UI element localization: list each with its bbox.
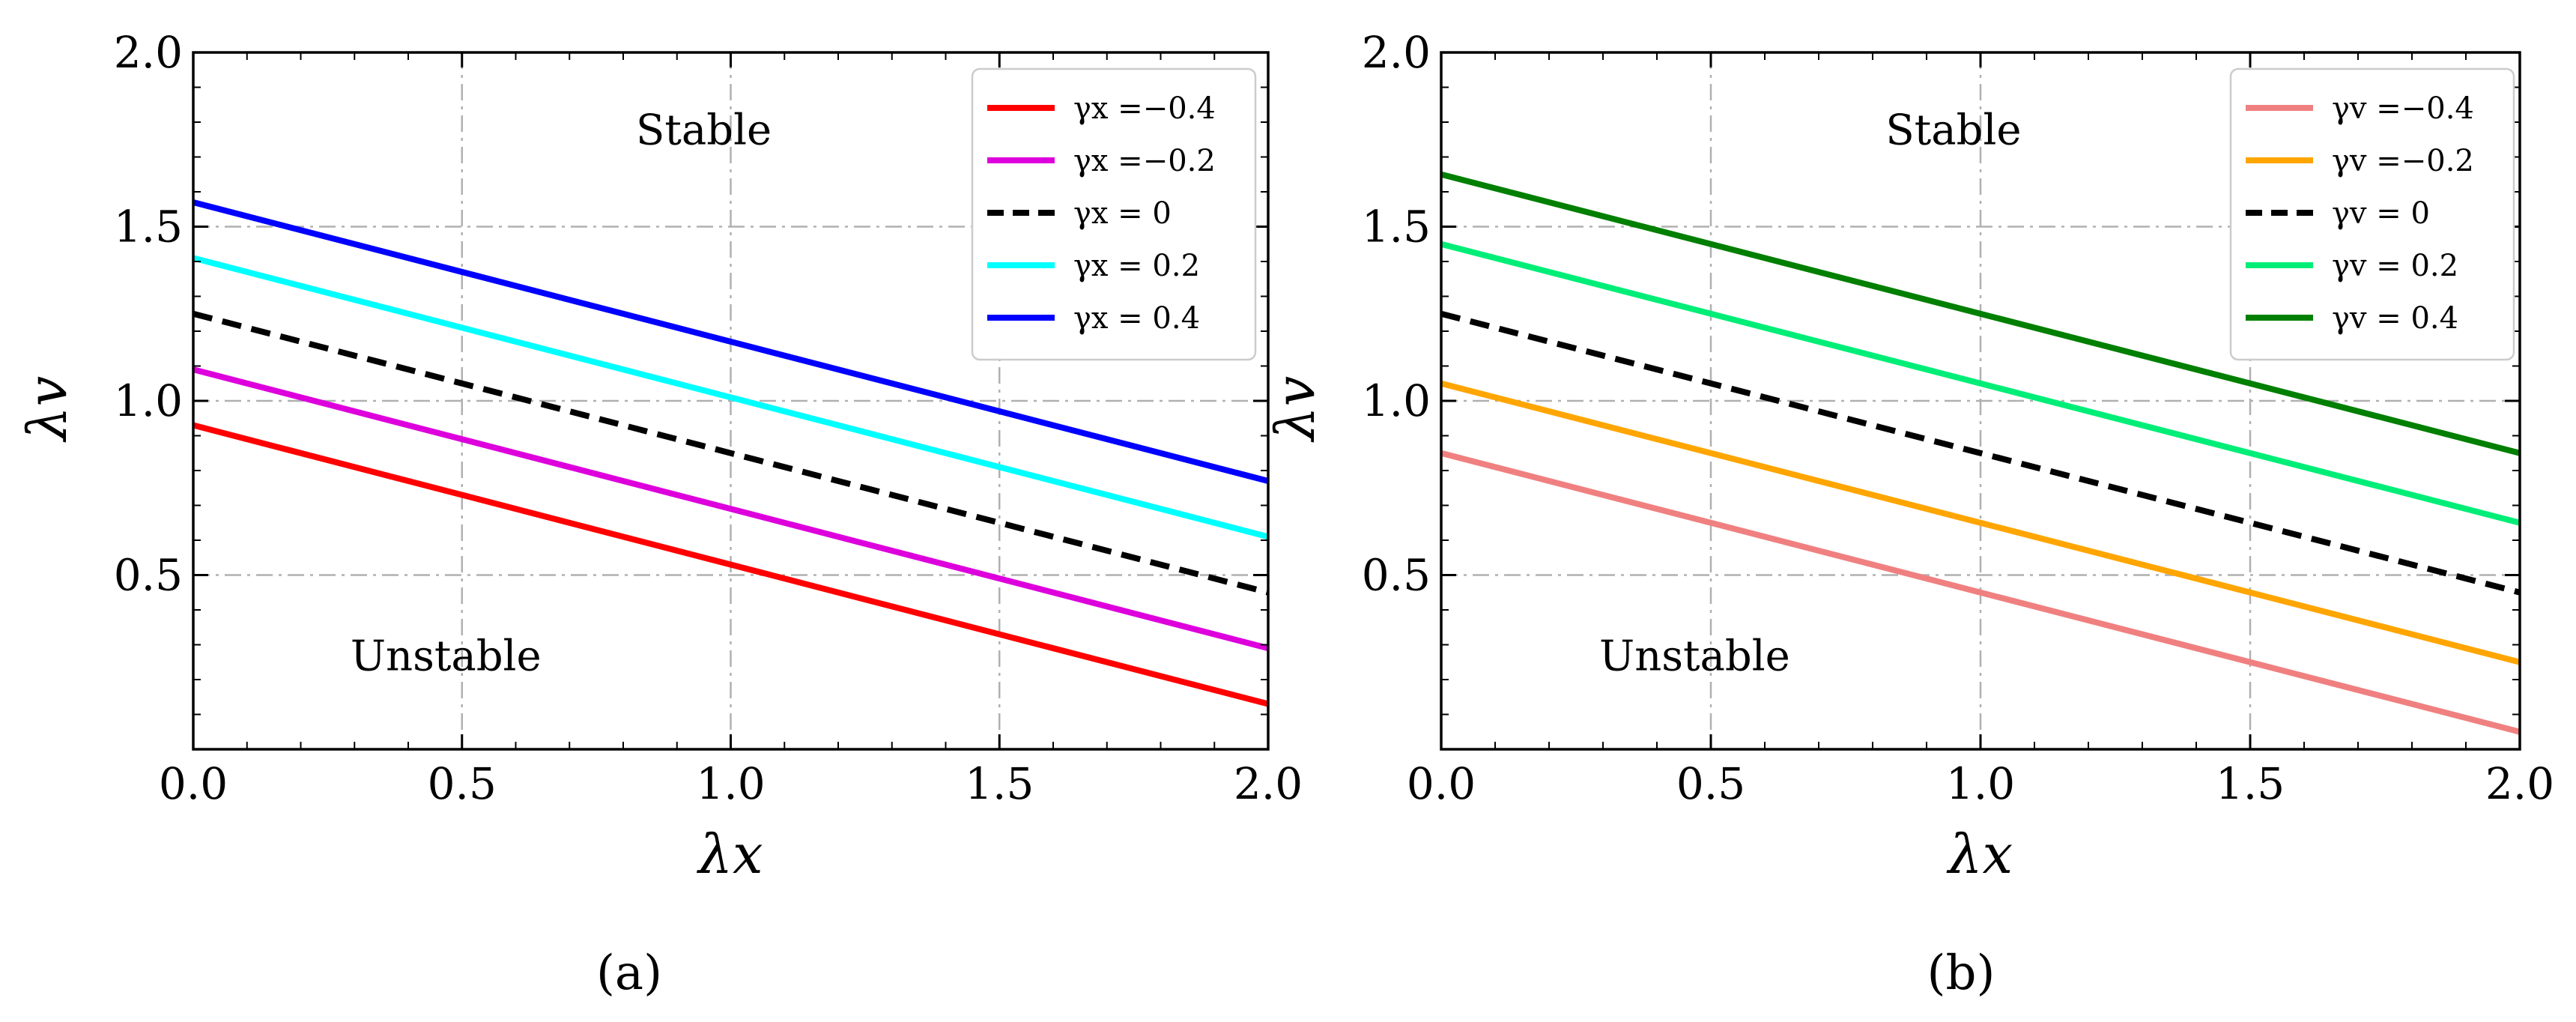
series-line — [1440, 450, 2521, 735]
x-tick-label: 1.0 — [1946, 758, 2015, 809]
y-tick-label: 1.0 — [1362, 375, 1431, 426]
series-line — [1440, 171, 2521, 456]
x-tick-label: 2.0 — [1234, 758, 1303, 809]
y-tick-label: 2.0 — [1362, 27, 1431, 78]
x-tick-label: 2.0 — [2485, 758, 2554, 809]
legend-label: γx = 0 — [1073, 196, 1172, 231]
region-label: Stable — [1885, 106, 2021, 154]
x-tick-label: 0.0 — [159, 758, 228, 809]
legend-label: γv = 0.2 — [2332, 249, 2458, 283]
x-axis-label: λx — [1946, 823, 2013, 886]
region-label: Stable — [636, 106, 772, 154]
chart-panel-b: 0.0 0.5 1.0 1.5 2.0 0.5 1.0 1.5 2.0 λx λv Stable Uns… — [1264, 27, 2554, 886]
y-tick-label: 1.0 — [114, 375, 183, 426]
chart-panel-a: 0.0 0.5 1.0 1.5 2.0 0.5 1.0 1.5 2.0 λx λv Stable Uns… — [16, 27, 1303, 886]
legend-label: γv = 0.4 — [2332, 301, 2458, 336]
series-line — [192, 310, 1270, 596]
series-line — [192, 255, 1270, 540]
legend-box — [971, 67, 1257, 361]
region-label: Unstable — [351, 632, 542, 680]
legend-label: γx =−0.2 — [1073, 144, 1216, 178]
legend-label: γx =−0.4 — [1073, 91, 1216, 126]
legend-label: γv = 0 — [2332, 196, 2430, 231]
legend-label: γv =−0.2 — [2332, 144, 2474, 178]
series-line — [1440, 241, 2521, 526]
y-tick-label: 1.5 — [1362, 202, 1431, 253]
series-line — [1440, 310, 2521, 596]
y-tick-label: 0.5 — [1362, 550, 1431, 601]
caption-b: (b) — [1927, 946, 1995, 1001]
legend-box — [2229, 67, 2515, 361]
legend-label: γx = 0.4 — [1073, 301, 1200, 336]
region-label: Unstable — [1599, 632, 1790, 680]
x-tick-label: 0.0 — [1407, 758, 1476, 809]
x-tick-label: 0.5 — [1676, 758, 1745, 809]
x-axis-label: λx — [696, 823, 763, 886]
y-tick-label: 2.0 — [114, 27, 183, 78]
series-line — [1440, 380, 2521, 665]
series-line — [192, 366, 1270, 652]
series-line — [192, 422, 1270, 707]
y-tick-label: 0.5 — [114, 550, 183, 601]
y-tick-label: 1.5 — [114, 202, 183, 253]
x-tick-label: 1.5 — [965, 758, 1034, 809]
legend-label: γx = 0.2 — [1073, 249, 1200, 283]
x-tick-label: 0.5 — [428, 758, 497, 809]
x-tick-label: 1.5 — [2216, 758, 2285, 809]
y-axis-label: λv — [16, 376, 79, 443]
caption-a: (a) — [596, 946, 662, 1001]
legend-label: γv =−0.4 — [2332, 91, 2474, 126]
y-axis-label: λv — [1264, 376, 1327, 443]
series-line — [192, 199, 1270, 484]
x-tick-label: 1.0 — [696, 758, 765, 809]
